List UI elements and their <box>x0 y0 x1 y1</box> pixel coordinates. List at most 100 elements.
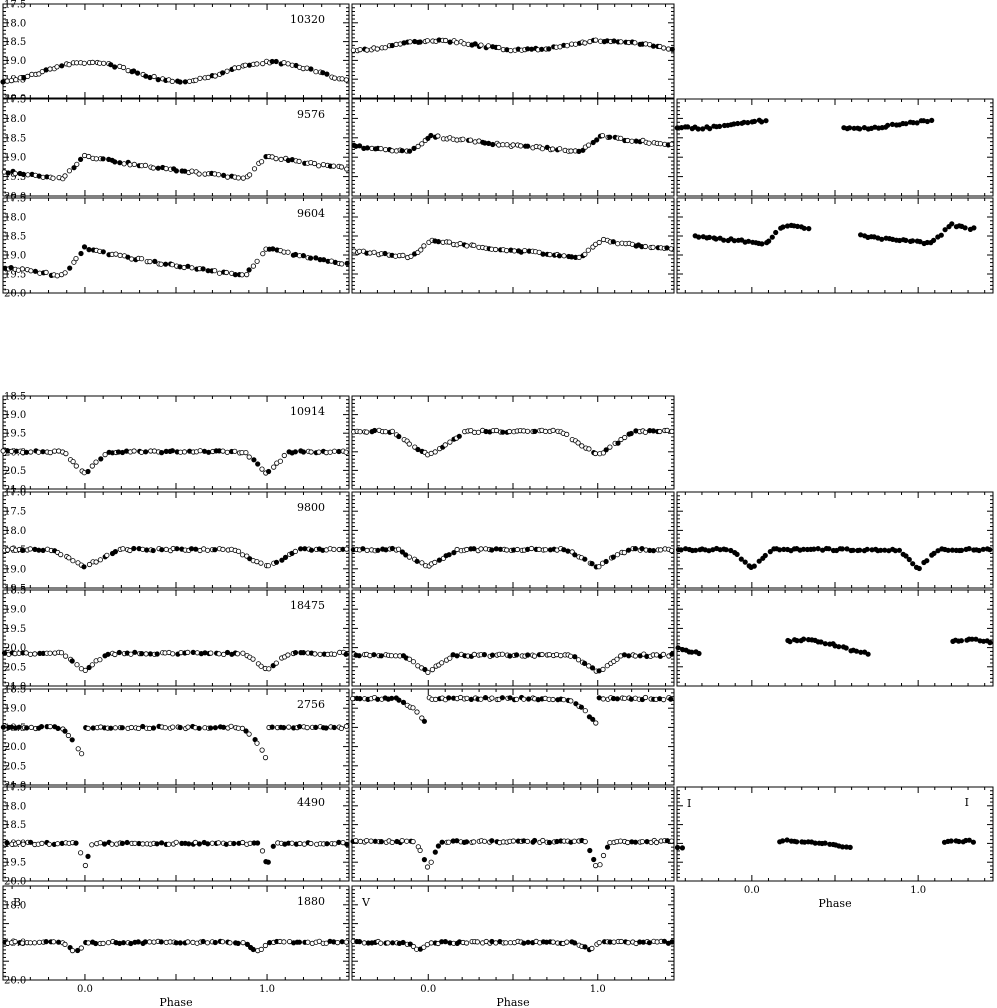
y-tick-label: 20.0 <box>4 192 26 203</box>
data-point-open <box>550 427 556 433</box>
data-point-filled <box>945 547 951 553</box>
data-point-open <box>151 73 157 80</box>
data-point-open <box>278 156 284 162</box>
y-tick-label: 18.5 <box>4 133 26 144</box>
data-point-filled <box>159 840 165 846</box>
data-point-open <box>614 552 621 558</box>
data-point-filled <box>421 718 427 724</box>
data-point-filled <box>324 71 330 77</box>
data-point-filled <box>582 556 588 562</box>
data-point-open <box>339 76 345 82</box>
data-point-open <box>236 65 242 71</box>
data-point-filled <box>182 79 188 85</box>
data-point-filled <box>212 939 218 946</box>
data-point-filled <box>930 237 937 243</box>
data-point-filled <box>173 168 179 174</box>
data-point-open <box>406 554 412 560</box>
data-point-filled <box>471 546 477 552</box>
data-point-open <box>389 428 395 434</box>
data-point-filled <box>4 840 10 846</box>
data-point-open <box>461 41 467 47</box>
x-tick-label: 0.0 <box>744 885 760 896</box>
data-point-filled <box>120 940 127 946</box>
data-point-open <box>250 656 256 662</box>
data-point-filled <box>324 841 330 847</box>
data-point-open <box>582 251 588 257</box>
data-point-open <box>205 547 211 553</box>
x-tick-label: 1.0 <box>590 984 606 995</box>
panel-frame <box>351 197 675 294</box>
data-point-open <box>286 724 292 730</box>
data-point-open <box>216 651 222 657</box>
data-point-filled <box>155 165 161 171</box>
data-point-filled <box>196 725 202 731</box>
data-point-filled <box>414 558 420 564</box>
data-point-filled <box>695 126 701 132</box>
data-point-open <box>424 38 430 44</box>
data-point-open <box>664 427 670 433</box>
data-point-open <box>393 653 399 659</box>
data-point-open <box>506 428 513 435</box>
data-point-open <box>224 449 230 455</box>
data-point-open <box>624 137 631 144</box>
data-point-open <box>622 434 628 441</box>
data-point-filled <box>221 724 227 730</box>
data-point-open <box>151 939 157 945</box>
data-point-filled <box>356 653 362 659</box>
y-tick-label: 20.0 <box>4 289 26 300</box>
data-point-open <box>550 696 556 703</box>
data-point-open <box>621 549 627 556</box>
data-point-open <box>410 838 416 845</box>
x-tick-label: 0.0 <box>420 984 436 995</box>
y-tick-label: 19.5 <box>4 624 26 635</box>
data-point-open <box>668 141 675 147</box>
y-tick-label: 19.0 <box>4 153 26 164</box>
data-point-open <box>453 40 460 46</box>
data-point-filled <box>735 120 741 127</box>
y-tick-label: 19.0 <box>4 605 26 616</box>
data-point-open <box>343 723 349 729</box>
data-point-filled <box>678 547 684 553</box>
data-point-filled <box>987 639 993 646</box>
star-id-label: 2756 <box>297 698 325 711</box>
data-point-open <box>639 838 645 845</box>
data-point-open <box>424 864 431 870</box>
data-point-open <box>643 41 649 47</box>
data-point-open <box>147 939 153 945</box>
data-point-open <box>289 840 295 846</box>
data-point-open <box>464 243 470 249</box>
data-point-open <box>474 939 480 945</box>
data-point-open <box>385 940 391 946</box>
data-point-open <box>170 651 176 657</box>
data-point-open <box>425 669 431 676</box>
data-point-filled <box>86 664 92 671</box>
data-point-open <box>371 249 377 255</box>
data-point-open <box>24 73 31 80</box>
data-point-open <box>499 651 505 657</box>
data-point-open <box>471 651 477 658</box>
data-point-open <box>343 77 349 83</box>
data-point-open <box>334 939 341 946</box>
data-point-filled <box>435 239 441 245</box>
data-point-open <box>39 840 45 847</box>
data-point-open <box>599 133 606 139</box>
x-tick-label: 0.0 <box>77 984 93 995</box>
data-point-filled <box>336 448 342 455</box>
data-point-open <box>378 940 384 946</box>
data-point-open <box>73 463 79 469</box>
data-point-filled <box>177 264 183 270</box>
data-point-open <box>339 261 345 267</box>
data-point-filled <box>531 837 538 844</box>
data-point-open <box>281 452 287 459</box>
data-point-filled <box>546 839 553 846</box>
data-point-open <box>410 659 416 665</box>
data-point-open <box>47 66 53 72</box>
data-point-filled <box>970 839 977 845</box>
data-point-filled <box>587 847 593 854</box>
data-point-filled <box>432 849 438 855</box>
y-tick-label: 18.5 <box>4 685 26 696</box>
x-axis-title: Phase <box>496 996 529 1008</box>
data-point-open <box>597 862 603 868</box>
data-point-filled <box>396 433 402 440</box>
data-point-filled <box>378 653 384 659</box>
